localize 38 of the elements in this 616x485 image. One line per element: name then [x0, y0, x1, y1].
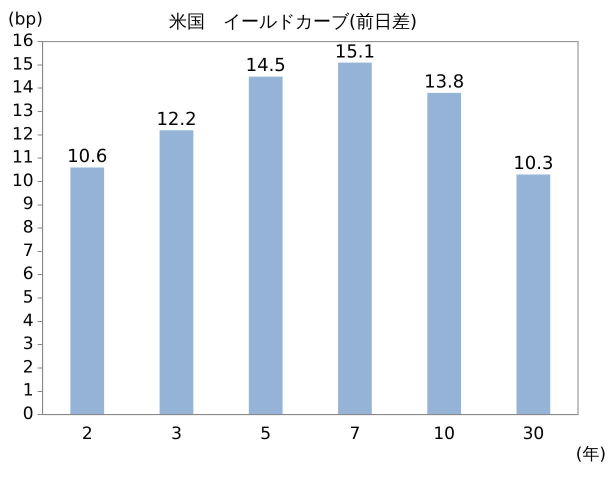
x-tick-label: 30 [522, 424, 544, 444]
y-tick-label: 10 [12, 170, 34, 191]
y-axis-title: (bp) [8, 9, 43, 30]
data-label: 13.8 [424, 72, 464, 93]
y-tick-label: 4 [22, 310, 34, 331]
data-label: 15.1 [334, 41, 375, 62]
data-label: 10.3 [513, 153, 554, 174]
bar [70, 167, 104, 414]
y-tick-label: 0 [22, 404, 34, 424]
y-tick-label: 14 [12, 78, 34, 98]
data-label: 12.2 [156, 108, 197, 130]
chart-title: 米国 イールドカーブ(前日差) [168, 11, 418, 32]
y-tick-label: 7 [22, 240, 34, 261]
x-tick-label: 3 [171, 424, 182, 444]
y-tick-label: 11 [12, 148, 34, 168]
x-tick-label: 10 [433, 424, 455, 444]
bar [160, 130, 194, 414]
x-tick-label: 7 [350, 424, 360, 444]
x-tick-label: 2 [82, 424, 93, 444]
bar [248, 76, 283, 414]
y-tick-label: 2 [22, 357, 34, 378]
bar [516, 174, 550, 414]
y-tick-label: 1 [22, 380, 34, 401]
y-tick-label: 16 [12, 31, 34, 52]
x-axis-title: (年) [576, 444, 606, 464]
bar [427, 92, 462, 414]
y-tick-label: 13 [12, 100, 34, 121]
y-tick-label: 5 [22, 287, 34, 308]
y-tick-label: 6 [22, 264, 34, 284]
data-label: 14.5 [246, 55, 286, 76]
data-label: 10.6 [67, 146, 108, 168]
y-tick-label: 9 [22, 194, 34, 214]
bar [338, 62, 372, 414]
x-tick-label: 5 [260, 424, 272, 444]
y-tick-label: 3 [22, 334, 34, 354]
y-tick-label: 12 [12, 124, 34, 144]
y-tick-label: 8 [22, 218, 34, 238]
y-tick-label: 15 [12, 54, 34, 74]
